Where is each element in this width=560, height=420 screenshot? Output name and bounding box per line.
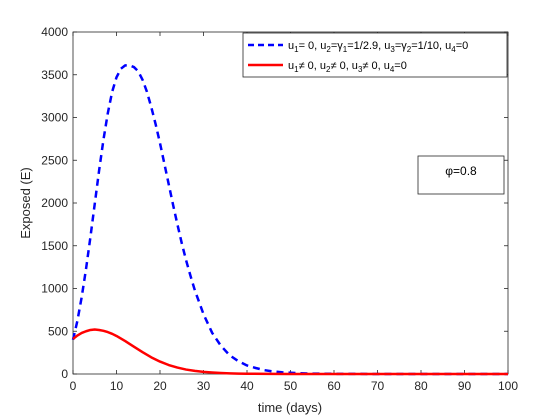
x-tick-label: 70 xyxy=(371,379,385,393)
y-tick-label: 3000 xyxy=(41,111,68,125)
x-axis-title: time (days) xyxy=(258,400,322,415)
series-layer xyxy=(71,64,508,376)
x-tick-label: 20 xyxy=(153,379,167,393)
y-tick-label: 4000 xyxy=(41,25,68,39)
x-tick-label: 40 xyxy=(240,379,254,393)
x-axis-ticks: 0 10 20 30 40 50 60 70 80 90 100 xyxy=(70,32,518,393)
y-axis-title: Exposed (E) xyxy=(18,167,33,239)
series-line-red-solid xyxy=(72,328,508,376)
y-tick-label: 500 xyxy=(48,324,68,338)
x-tick-label: 60 xyxy=(327,379,341,393)
legend: u1= 0, u2=γ1=1/2.9, u3=γ2=1/10, u4=0 u1≠… xyxy=(242,32,508,78)
legend-box xyxy=(242,32,508,78)
y-axis-ticks: 0 500 1000 1500 2000 2500 3000 3500 4000 xyxy=(41,25,508,381)
x-tick-label: 90 xyxy=(458,379,472,393)
x-tick-label: 100 xyxy=(498,379,518,393)
x-tick-label: 30 xyxy=(197,379,211,393)
y-tick-label: 1000 xyxy=(41,282,68,296)
annotation: φ=0.8 xyxy=(417,155,505,195)
y-tick-label: 1500 xyxy=(41,239,68,253)
legend-entry-1: u1= 0, u2=γ1=1/2.9, u3=γ2=1/10, u4=0 xyxy=(288,40,468,54)
y-tick-label: 3500 xyxy=(41,68,68,82)
y-tick-label: 0 xyxy=(61,367,68,381)
axes-box xyxy=(72,31,509,375)
annotation-text: φ=0.8 xyxy=(445,164,477,178)
plot-area: 0 10 20 30 40 50 60 70 80 90 100 0 500 1000 1500 2000 2… xyxy=(41,25,518,393)
x-tick-label: 0 xyxy=(70,379,77,393)
x-tick-label: 50 xyxy=(284,379,298,393)
x-tick-label: 10 xyxy=(110,379,124,393)
y-tick-label: 2000 xyxy=(41,196,68,210)
x-tick-label: 80 xyxy=(414,379,428,393)
legend-entry-2: u1≠ 0, u2≠ 0, u3≠ 0, u4=0 xyxy=(288,60,407,74)
y-tick-label: 2500 xyxy=(41,153,68,167)
annotation-box xyxy=(417,155,505,195)
